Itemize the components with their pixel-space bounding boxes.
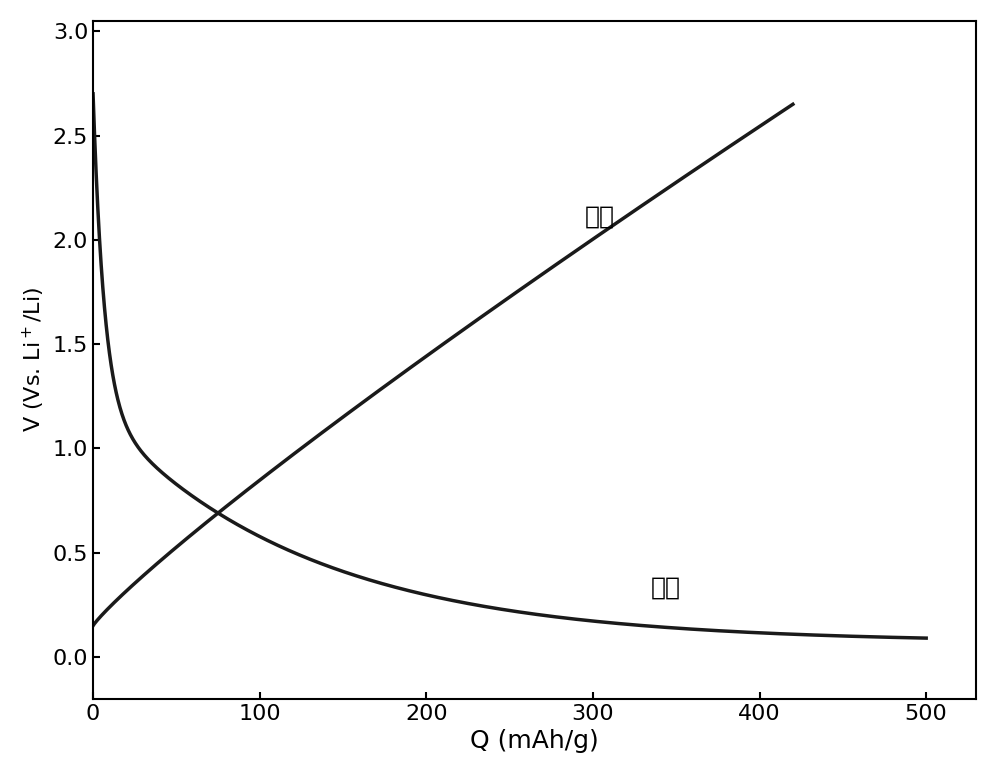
Y-axis label: V (Vs. Li$^+$/Li): V (Vs. Li$^+$/Li) <box>21 287 47 433</box>
Text: 充电: 充电 <box>584 204 614 228</box>
X-axis label: Q (mAh/g): Q (mAh/g) <box>471 729 599 753</box>
Text: 放电: 放电 <box>651 575 681 599</box>
